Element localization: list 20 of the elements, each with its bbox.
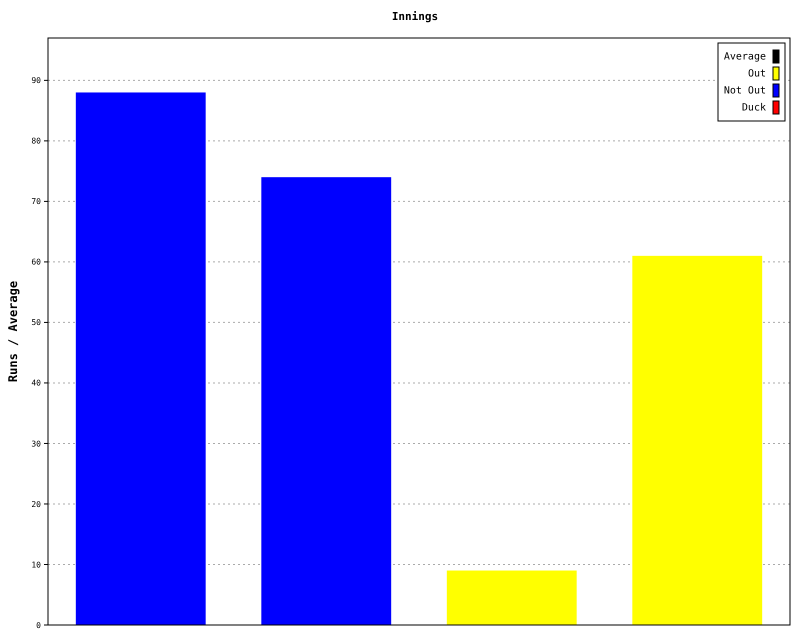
legend-label: Out — [748, 68, 766, 80]
y-tick-label: 50 — [31, 318, 42, 328]
bar — [76, 92, 206, 625]
y-tick-label: 30 — [31, 439, 42, 448]
bar — [446, 570, 577, 625]
bar — [261, 177, 392, 625]
y-tick-label: 80 — [31, 136, 42, 146]
y-tick-label: 20 — [31, 500, 42, 509]
bar — [632, 256, 762, 625]
chart-title: Innings — [392, 10, 438, 23]
y-tick-label: 10 — [31, 560, 42, 570]
y-tick-label: 70 — [31, 197, 42, 206]
legend-label: Not Out — [724, 86, 766, 96]
y-tick-label: 90 — [31, 76, 42, 86]
y-tick-label: 60 — [31, 258, 42, 267]
y-axis-title: Runs / Average — [6, 280, 20, 382]
y-tick-label: 0 — [36, 620, 42, 630]
legend-label: Average — [724, 52, 766, 62]
legend-label: Duck — [742, 102, 766, 114]
y-tick-label: 40 — [31, 378, 42, 388]
